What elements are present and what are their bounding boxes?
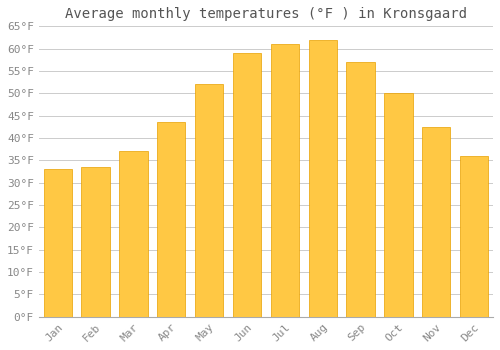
Bar: [157, 122, 186, 317]
Bar: [195, 84, 224, 317]
Bar: [82, 167, 110, 317]
Bar: [233, 53, 261, 317]
Bar: [346, 62, 375, 317]
Bar: [460, 156, 488, 317]
Bar: [44, 169, 72, 317]
Title: Average monthly temperatures (°F ) in Kronsgaard: Average monthly temperatures (°F ) in Kr…: [65, 7, 467, 21]
Bar: [270, 44, 299, 317]
Bar: [422, 127, 450, 317]
Bar: [308, 40, 337, 317]
Bar: [384, 93, 412, 317]
Bar: [119, 152, 148, 317]
